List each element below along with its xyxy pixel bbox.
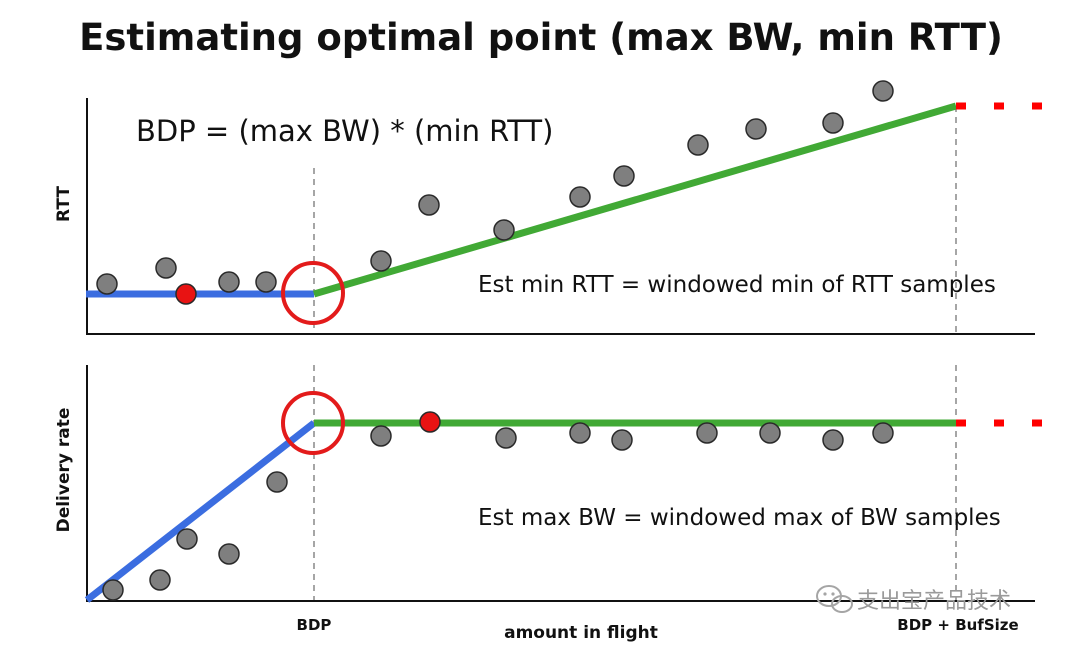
delivery-sample-dot — [102, 579, 124, 601]
watermark-text: 支出宝产品技术 — [857, 589, 1011, 614]
watermark: 支出宝产品技术 — [816, 585, 1011, 614]
rtt-sample-dot — [613, 165, 635, 187]
delivery-sample-dot — [759, 422, 781, 444]
delivery-sample-dot — [822, 429, 844, 451]
x-axis-label: amount in flight — [504, 623, 658, 643]
wechat-icon — [816, 585, 853, 613]
delivery-optimal-point-circle — [281, 391, 345, 455]
rtt-sample-dot — [745, 118, 767, 140]
rtt-sample-dot — [493, 219, 515, 241]
rtt-annotation: Est min RTT = windowed min of RTT sample… — [478, 272, 996, 298]
delivery-sample-dot — [176, 528, 198, 550]
rtt-sample-dot — [96, 273, 118, 295]
delivery-sample-dot — [218, 543, 240, 565]
delivery-annotation: Est max BW = windowed max of BW samples — [478, 505, 1001, 531]
diagram-title: Estimating optimal point (max BW, min RT… — [79, 16, 1003, 59]
rtt-sample-dot — [872, 80, 894, 102]
delivery-sample-dot — [495, 427, 517, 449]
rtt-min-sample-dot — [175, 283, 197, 305]
delivery-sample-dot — [569, 422, 591, 444]
rtt-sample-dot — [822, 112, 844, 134]
delivery-sample-dot — [149, 569, 171, 591]
rtt-panel: RTT Est min RTT = windowed min of R — [54, 80, 1048, 335]
rtt-sample-dot — [370, 250, 392, 272]
rtt-sample-dot — [569, 186, 591, 208]
delivery-sample-dot — [370, 425, 392, 447]
rtt-optimal-point-circle — [281, 261, 345, 325]
bdp-formula: BDP = (max BW) * (min RTT) — [136, 114, 553, 148]
delivery-sample-dot — [872, 422, 894, 444]
rtt-sample-dot — [687, 134, 709, 156]
rtt-sample-dot — [418, 194, 440, 216]
rtt-y-label: RTT — [54, 186, 74, 222]
delivery-y-label: Delivery rate — [54, 408, 74, 533]
delivery-sample-dot — [696, 422, 718, 444]
delivery-sample-dot — [611, 429, 633, 451]
delivery-sample-dot — [266, 471, 288, 493]
rtt-sample-dot — [255, 271, 277, 293]
rtt-sample-dot — [218, 271, 240, 293]
delivery-rising-line — [84, 420, 317, 603]
rtt-rising-line — [313, 102, 957, 298]
delivery-max-sample-dot — [419, 411, 441, 433]
delivery-panel: Delivery rate Est max BW = windowed — [54, 365, 1048, 603]
rtt-samples — [96, 80, 894, 295]
tick-label-bdp-bufsize: BDP + BufSize — [897, 616, 1018, 634]
tick-label-bdp: BDP — [297, 616, 332, 634]
delivery-samples — [102, 422, 894, 601]
rtt-sample-dot — [155, 257, 177, 279]
